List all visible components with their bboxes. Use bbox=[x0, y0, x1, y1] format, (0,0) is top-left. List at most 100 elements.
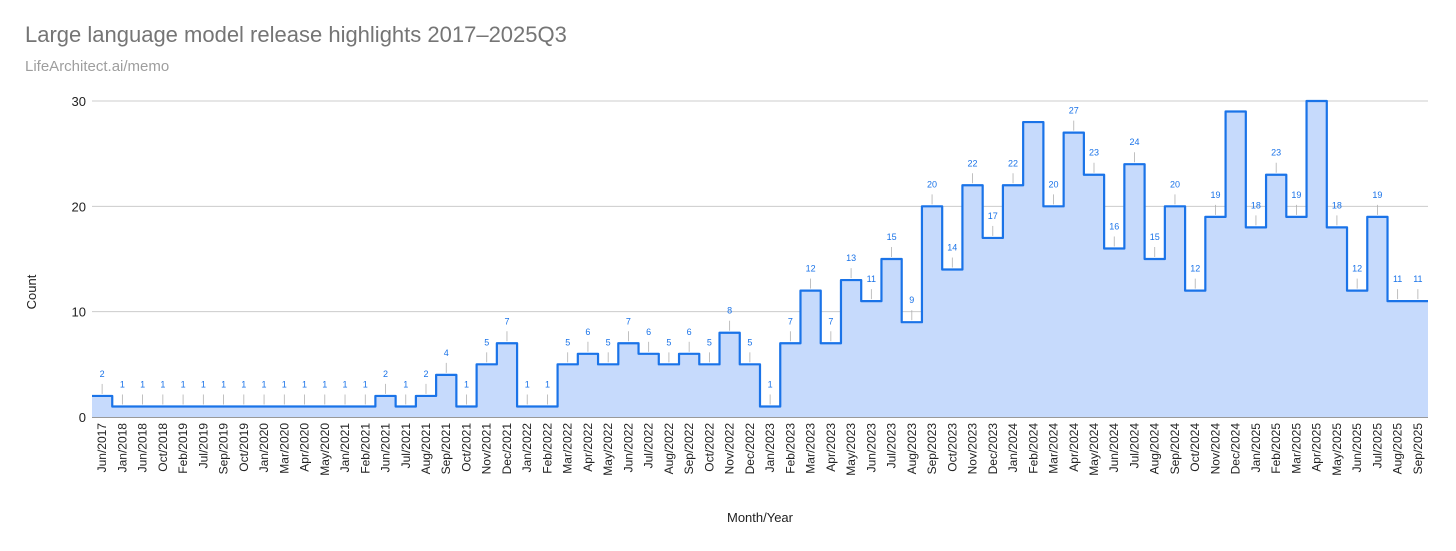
x-tick-label: Sep/2024 bbox=[1168, 423, 1182, 475]
data-label: 17 bbox=[988, 211, 998, 221]
x-tick-label: Jan/2021 bbox=[338, 423, 352, 473]
data-label: 1 bbox=[363, 379, 368, 389]
x-tick-label: Jul/2025 bbox=[1370, 423, 1384, 469]
x-tick-label: Aug/2022 bbox=[662, 423, 676, 475]
data-label: 19 bbox=[1372, 190, 1382, 200]
data-label: 1 bbox=[140, 379, 145, 389]
data-label: 7 bbox=[828, 316, 833, 326]
x-tick-label: Jun/2024 bbox=[1107, 423, 1121, 473]
data-label: 9 bbox=[909, 295, 914, 305]
x-tick-label: Sep/2022 bbox=[682, 423, 696, 475]
data-label: 8 bbox=[727, 306, 732, 316]
x-tick-label: Apr/2022 bbox=[581, 423, 595, 472]
x-tick-label: Nov/2024 bbox=[1208, 423, 1222, 475]
x-tick-label: Jun/2021 bbox=[379, 423, 393, 473]
x-tick-label: Jan/2020 bbox=[257, 423, 271, 473]
data-label: 7 bbox=[504, 316, 509, 326]
data-label: 1 bbox=[221, 379, 226, 389]
x-tick-label: Nov/2022 bbox=[723, 423, 737, 475]
data-label: 20 bbox=[1170, 179, 1180, 189]
data-label: 2 bbox=[100, 369, 105, 379]
data-label: 5 bbox=[747, 337, 752, 347]
x-tick-label: Jun/2023 bbox=[864, 423, 878, 473]
data-label: 6 bbox=[585, 327, 590, 337]
data-label: 12 bbox=[1190, 264, 1200, 274]
x-tick-label: Jul/2022 bbox=[642, 423, 656, 469]
data-label: 1 bbox=[403, 379, 408, 389]
x-tick-label: Nov/2023 bbox=[966, 423, 980, 475]
data-label: 5 bbox=[565, 337, 570, 347]
x-tick-label: Jun/2018 bbox=[136, 423, 150, 473]
data-label: 19 bbox=[1291, 190, 1301, 200]
chart-subtitle: LifeArchitect.ai/memo bbox=[25, 58, 170, 75]
data-label: 5 bbox=[484, 337, 489, 347]
data-label: 7 bbox=[626, 316, 631, 326]
x-tick-label: Sep/2019 bbox=[217, 423, 231, 475]
x-tick-label: Jan/2018 bbox=[115, 423, 129, 473]
x-tick-label: Oct/2022 bbox=[702, 423, 716, 472]
x-tick-label: Jul/2023 bbox=[885, 423, 899, 469]
x-tick-label: Aug/2021 bbox=[419, 423, 433, 475]
data-label: 23 bbox=[1089, 148, 1099, 158]
x-axis-title: Month/Year bbox=[727, 510, 794, 525]
x-tick-label: Dec/2023 bbox=[986, 423, 1000, 475]
data-label: 6 bbox=[687, 327, 692, 337]
x-tick-label: Jan/2023 bbox=[763, 423, 777, 473]
y-axis-ticks: 0 10 20 30 bbox=[72, 94, 86, 425]
data-label: 1 bbox=[181, 379, 186, 389]
data-label: 1 bbox=[282, 379, 287, 389]
x-tick-label: Sep/2025 bbox=[1411, 423, 1425, 475]
data-label: 1 bbox=[343, 379, 348, 389]
data-label: 20 bbox=[927, 179, 937, 189]
x-tick-label: Sep/2021 bbox=[439, 423, 453, 475]
x-tick-label: Jun/2022 bbox=[621, 423, 635, 473]
data-label: 15 bbox=[1150, 232, 1160, 242]
x-tick-label: Feb/2024 bbox=[1026, 423, 1040, 474]
data-label: 13 bbox=[846, 253, 856, 263]
data-label: 1 bbox=[160, 379, 165, 389]
x-tick-label: Nov/2021 bbox=[480, 423, 494, 475]
x-tick-label: Apr/2023 bbox=[824, 423, 838, 472]
data-label: 19 bbox=[1210, 190, 1220, 200]
x-tick-label: Feb/2022 bbox=[540, 423, 554, 474]
x-tick-label: Feb/2019 bbox=[176, 423, 190, 474]
y-tick-label: 30 bbox=[72, 94, 86, 109]
data-label: 11 bbox=[867, 274, 876, 284]
x-tick-label: Oct/2024 bbox=[1188, 423, 1202, 472]
data-label: 7 bbox=[788, 316, 793, 326]
x-tick-label: Apr/2025 bbox=[1310, 423, 1324, 472]
x-tick-label: Feb/2021 bbox=[358, 423, 372, 474]
x-tick-label: May/2023 bbox=[844, 423, 858, 476]
data-label: 24 bbox=[1129, 137, 1139, 147]
data-label: 5 bbox=[606, 337, 611, 347]
data-label: 23 bbox=[1271, 148, 1281, 158]
x-tick-label: Jun/2025 bbox=[1350, 423, 1364, 473]
x-tick-label: Jan/2024 bbox=[1006, 423, 1020, 473]
data-label: 11 bbox=[1393, 274, 1402, 284]
data-label: 1 bbox=[241, 379, 246, 389]
data-label: 12 bbox=[1352, 264, 1362, 274]
data-label: 1 bbox=[201, 379, 206, 389]
x-tick-label: May/2022 bbox=[601, 423, 615, 476]
x-tick-label: Mar/2023 bbox=[804, 423, 818, 474]
data-label: 1 bbox=[322, 379, 327, 389]
x-tick-label: Aug/2023 bbox=[905, 423, 919, 475]
x-tick-label: Jun/2017 bbox=[95, 423, 109, 473]
data-label: 1 bbox=[768, 379, 773, 389]
data-label: 1 bbox=[464, 379, 469, 389]
x-tick-label: Mar/2025 bbox=[1289, 423, 1303, 474]
x-tick-label: Oct/2019 bbox=[237, 423, 251, 472]
series-area bbox=[92, 101, 1428, 417]
data-label: 15 bbox=[887, 232, 897, 242]
x-tick-label: Dec/2022 bbox=[743, 423, 757, 475]
x-tick-label: Feb/2025 bbox=[1269, 423, 1283, 474]
y-tick-label: 0 bbox=[79, 410, 86, 425]
x-tick-label: Feb/2023 bbox=[783, 423, 797, 474]
x-tick-label: Jan/2022 bbox=[520, 423, 534, 473]
x-tick-label: Aug/2024 bbox=[1148, 423, 1162, 475]
data-label: 1 bbox=[545, 379, 550, 389]
data-label: 2 bbox=[383, 369, 388, 379]
x-tick-label: Oct/2018 bbox=[156, 423, 170, 472]
x-tick-label: Mar/2022 bbox=[561, 423, 575, 474]
